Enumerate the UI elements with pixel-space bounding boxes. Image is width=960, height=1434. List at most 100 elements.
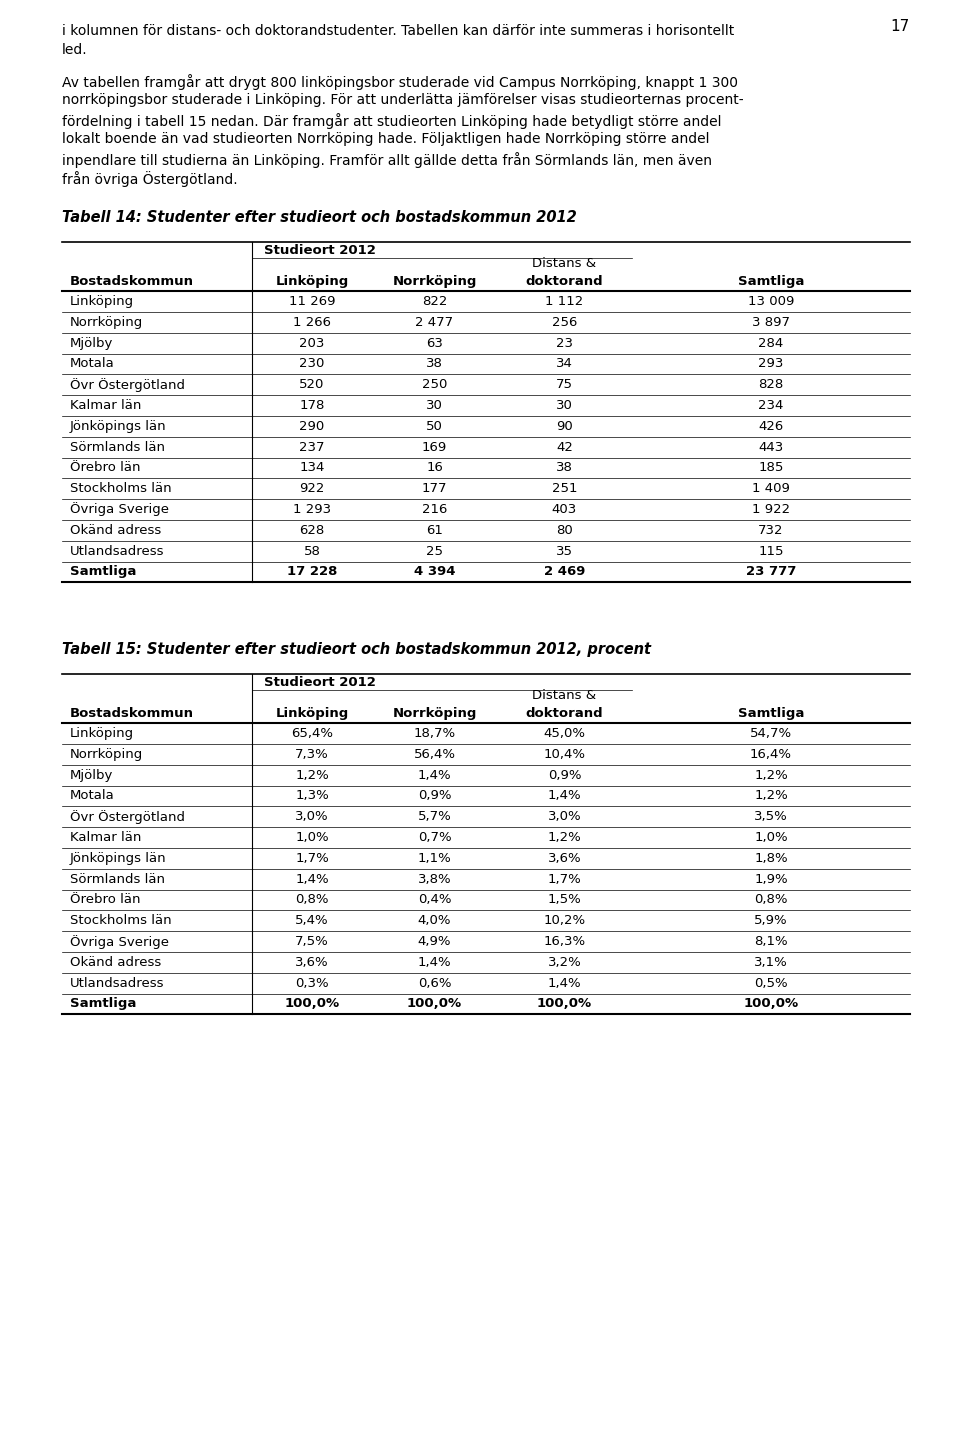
Text: Linköping: Linköping (276, 707, 348, 720)
Text: 2 469: 2 469 (543, 565, 586, 578)
Text: från övriga Östergötland.: från övriga Östergötland. (62, 171, 238, 188)
Text: 115: 115 (758, 545, 783, 558)
Text: Utlandsadress: Utlandsadress (70, 977, 164, 989)
Text: 134: 134 (300, 462, 324, 475)
Text: 1,5%: 1,5% (547, 893, 582, 906)
Text: 3 897: 3 897 (752, 315, 790, 328)
Text: 1 409: 1 409 (752, 482, 790, 495)
Text: 443: 443 (758, 440, 783, 453)
Text: 13 009: 13 009 (748, 295, 794, 308)
Text: 65,4%: 65,4% (291, 727, 333, 740)
Text: 5,4%: 5,4% (295, 915, 329, 928)
Text: 922: 922 (300, 482, 324, 495)
Text: 216: 216 (421, 503, 447, 516)
Text: 61: 61 (426, 523, 443, 536)
Text: Samtliga: Samtliga (70, 998, 136, 1011)
Text: 3,6%: 3,6% (548, 852, 582, 865)
Text: 520: 520 (300, 379, 324, 391)
Text: 1,8%: 1,8% (755, 852, 788, 865)
Text: 1,1%: 1,1% (418, 852, 451, 865)
Text: 169: 169 (421, 440, 447, 453)
Text: 17 228: 17 228 (287, 565, 337, 578)
Text: 1,3%: 1,3% (295, 790, 329, 803)
Text: 0,8%: 0,8% (755, 893, 788, 906)
Text: 1,4%: 1,4% (548, 790, 582, 803)
Text: 732: 732 (758, 523, 783, 536)
Text: Bostadskommun: Bostadskommun (70, 275, 194, 288)
Text: 16: 16 (426, 462, 443, 475)
Text: 90: 90 (556, 420, 573, 433)
Text: 1,0%: 1,0% (295, 832, 329, 845)
Text: 30: 30 (426, 399, 443, 412)
Text: Örebro län: Örebro län (70, 462, 140, 475)
Text: 100,0%: 100,0% (284, 998, 340, 1011)
Text: 1,2%: 1,2% (755, 790, 788, 803)
Text: 4,9%: 4,9% (418, 935, 451, 948)
Text: 1,0%: 1,0% (755, 832, 788, 845)
Text: Linköping: Linköping (70, 727, 134, 740)
Text: 80: 80 (556, 523, 573, 536)
Text: Bostadskommun: Bostadskommun (70, 707, 194, 720)
Text: 17: 17 (891, 19, 910, 34)
Text: Distans &: Distans & (533, 257, 596, 270)
Text: Jönköpings län: Jönköpings län (70, 420, 167, 433)
Text: inpendlare till studierna än Linköping. Framför allt gällde detta från Sörmlands: inpendlare till studierna än Linköping. … (62, 152, 712, 168)
Text: 4,0%: 4,0% (418, 915, 451, 928)
Text: Studieort 2012: Studieort 2012 (264, 675, 376, 688)
Text: Övriga Sverige: Övriga Sverige (70, 935, 169, 948)
Text: 4 394: 4 394 (414, 565, 455, 578)
Text: 250: 250 (421, 379, 447, 391)
Text: 178: 178 (300, 399, 324, 412)
Text: 100,0%: 100,0% (407, 998, 462, 1011)
Text: 1,2%: 1,2% (547, 832, 582, 845)
Text: 0,5%: 0,5% (755, 977, 788, 989)
Text: 0,9%: 0,9% (548, 769, 581, 782)
Text: 16,3%: 16,3% (543, 935, 586, 948)
Text: 23: 23 (556, 337, 573, 350)
Text: 30: 30 (556, 399, 573, 412)
Text: 628: 628 (300, 523, 324, 536)
Text: 256: 256 (552, 315, 577, 328)
Text: Motala: Motala (70, 790, 115, 803)
Text: 7,3%: 7,3% (295, 749, 329, 761)
Text: 16,4%: 16,4% (750, 749, 792, 761)
Text: 1,2%: 1,2% (755, 769, 788, 782)
Text: 7,5%: 7,5% (295, 935, 329, 948)
Text: 290: 290 (300, 420, 324, 433)
Text: 1,7%: 1,7% (295, 852, 329, 865)
Text: 100,0%: 100,0% (743, 998, 799, 1011)
Text: 11 269: 11 269 (289, 295, 335, 308)
Text: Tabell 15: Studenter efter studieort och bostadskommun 2012, procent: Tabell 15: Studenter efter studieort och… (62, 642, 651, 657)
Text: Tabell 14: Studenter efter studieort och bostadskommun 2012: Tabell 14: Studenter efter studieort och… (62, 211, 577, 225)
Text: led.: led. (62, 43, 87, 57)
Text: 293: 293 (758, 357, 783, 370)
Text: Linköping: Linköping (276, 275, 348, 288)
Text: Samtliga: Samtliga (738, 707, 804, 720)
Text: Övr Östergötland: Övr Östergötland (70, 377, 185, 391)
Text: 284: 284 (758, 337, 783, 350)
Text: Stockholms län: Stockholms län (70, 915, 172, 928)
Text: 3,2%: 3,2% (547, 956, 582, 969)
Text: 0,3%: 0,3% (295, 977, 329, 989)
Text: 3,5%: 3,5% (755, 810, 788, 823)
Text: i kolumnen för distans- och doktorandstudenter. Tabellen kan därför inte summera: i kolumnen för distans- och doktorandstu… (62, 24, 734, 37)
Text: 203: 203 (300, 337, 324, 350)
Text: 251: 251 (552, 482, 577, 495)
Text: 1,4%: 1,4% (295, 873, 329, 886)
Text: Linköping: Linköping (70, 295, 134, 308)
Text: 34: 34 (556, 357, 573, 370)
Text: 0,7%: 0,7% (418, 832, 451, 845)
Text: 3,8%: 3,8% (418, 873, 451, 886)
Text: 25: 25 (426, 545, 443, 558)
Text: Sörmlands län: Sörmlands län (70, 440, 165, 453)
Text: 1,4%: 1,4% (418, 769, 451, 782)
Text: Örebro län: Örebro län (70, 893, 140, 906)
Text: Övr Östergötland: Övr Östergötland (70, 810, 185, 823)
Text: 18,7%: 18,7% (414, 727, 456, 740)
Text: Okänd adress: Okänd adress (70, 956, 161, 969)
Text: 5,7%: 5,7% (418, 810, 451, 823)
Text: 56,4%: 56,4% (414, 749, 455, 761)
Text: 1 922: 1 922 (752, 503, 790, 516)
Text: 42: 42 (556, 440, 573, 453)
Text: fördelning i tabell 15 nedan. Där framgår att studieorten Linköping hade betydli: fördelning i tabell 15 nedan. Där framgå… (62, 113, 722, 129)
